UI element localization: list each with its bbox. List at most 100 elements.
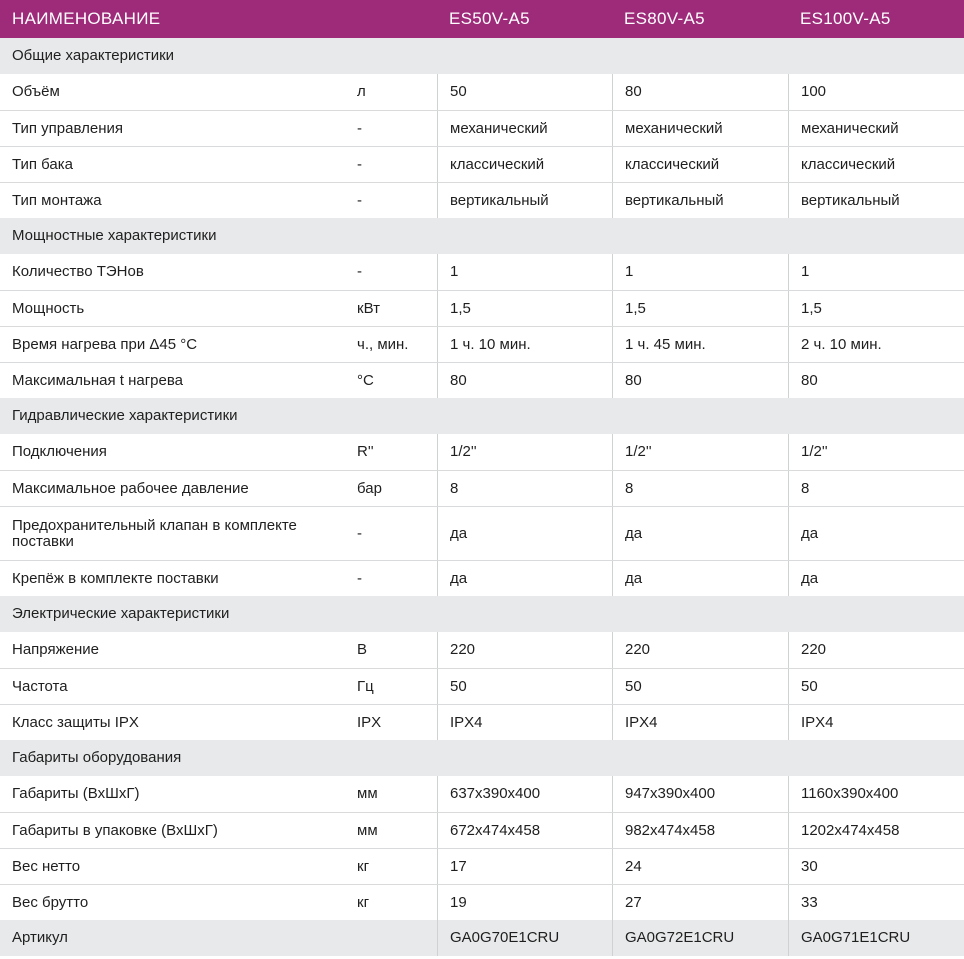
header-name: НАИМЕНОВАНИЕ bbox=[12, 9, 161, 29]
row-value-model-1: 1,5 bbox=[437, 291, 612, 326]
table-row: Напряжение В 220 220 220 bbox=[0, 632, 964, 668]
row-value-model-1: 19 bbox=[437, 885, 612, 920]
table-row: Подключения R'' 1/2'' 1/2'' 1/2'' bbox=[0, 434, 964, 470]
row-name: Объём bbox=[12, 83, 60, 101]
row-unit: - bbox=[357, 524, 362, 542]
row-unit: IPX bbox=[357, 713, 382, 731]
row-value-model-1: 637x390x400 bbox=[437, 776, 612, 812]
table-row: Габариты в упаковке (ВхШхГ) мм 672x474x458… bbox=[0, 812, 964, 848]
table-row: Объём л 50 80 100 bbox=[0, 74, 964, 110]
row-name: Тип бака bbox=[12, 155, 73, 173]
row-value-model-3: да bbox=[788, 561, 964, 596]
row-value-model-2: вертикальный bbox=[612, 183, 788, 218]
row-name: Частота bbox=[12, 677, 68, 695]
table-row: Тип управления - механический механический м… bbox=[0, 110, 964, 146]
row-unit: °С bbox=[357, 371, 374, 389]
row-unit: В bbox=[357, 641, 368, 659]
row-value-model-3: 220 bbox=[788, 632, 964, 668]
row-name: Габариты (ВхШхГ) bbox=[12, 785, 140, 803]
row-value-model-3: 80 bbox=[788, 363, 964, 398]
row-value-model-3: 8 bbox=[788, 471, 964, 506]
row-unit: - bbox=[357, 263, 362, 281]
table-row: Тип монтажа - вертикальный вертикальный верт… bbox=[0, 182, 964, 218]
row-value-model-2: классический bbox=[612, 147, 788, 182]
row-value-model-3: 50 bbox=[788, 669, 964, 704]
row-name: Тип управления bbox=[12, 119, 123, 137]
row-value-model-3: да bbox=[788, 507, 964, 560]
table-row: Вес нетто кг 17 24 30 bbox=[0, 848, 964, 884]
section-title: Мощностные характеристики bbox=[12, 227, 217, 245]
row-value-model-3: вертикальный bbox=[788, 183, 964, 218]
article-unit bbox=[345, 920, 437, 956]
row-unit: мм bbox=[357, 821, 378, 839]
header-model-2: ES80V-A5 bbox=[624, 9, 705, 29]
table-row: Предохранительный клапан в комплекте пос… bbox=[0, 506, 964, 560]
table-row: Крепёж в комплекте поставки - да да да bbox=[0, 560, 964, 596]
row-unit: кг bbox=[357, 857, 370, 875]
row-unit: - bbox=[357, 191, 362, 209]
row-value-model-1: 220 bbox=[437, 632, 612, 668]
row-value-model-2: да bbox=[612, 507, 788, 560]
row-value-model-2: 80 bbox=[612, 363, 788, 398]
row-value-model-1: IPX4 bbox=[437, 705, 612, 740]
section-row: Мощностные характеристики bbox=[0, 218, 964, 254]
row-value-model-3: IPX4 bbox=[788, 705, 964, 740]
row-unit: бар bbox=[357, 479, 382, 497]
row-name: Предохранительный клапан в комплекте пос… bbox=[12, 516, 297, 550]
row-unit: кг bbox=[357, 893, 370, 911]
row-value-model-3: 1 bbox=[788, 254, 964, 290]
row-value-model-1: 80 bbox=[437, 363, 612, 398]
section-row: Общие характеристики bbox=[0, 38, 964, 74]
row-value-model-3: 1,5 bbox=[788, 291, 964, 326]
row-value-model-2: 27 bbox=[612, 885, 788, 920]
row-unit: мм bbox=[357, 785, 378, 803]
section-row: Габариты оборудования bbox=[0, 740, 964, 776]
row-value-model-3: 1/2'' bbox=[788, 434, 964, 470]
row-value-model-3: 30 bbox=[788, 849, 964, 884]
row-name: Подключения bbox=[12, 443, 107, 461]
row-unit: кВт bbox=[357, 299, 380, 317]
row-value-model-1: механический bbox=[437, 111, 612, 146]
row-unit: - bbox=[357, 155, 362, 173]
table-row: Вес брутто кг 19 27 33 bbox=[0, 884, 964, 920]
row-unit: R'' bbox=[357, 443, 374, 461]
row-name: Вес брутто bbox=[12, 893, 89, 911]
row-value-model-2: 1,5 bbox=[612, 291, 788, 326]
table-row: Мощность кВт 1,5 1,5 1,5 bbox=[0, 290, 964, 326]
row-name: Крепёж в комплекте поставки bbox=[12, 569, 219, 587]
row-unit: ч., мин. bbox=[357, 335, 409, 353]
row-value-model-2: 1 bbox=[612, 254, 788, 290]
row-name: Напряжение bbox=[12, 641, 99, 659]
row-value-model-1: 17 bbox=[437, 849, 612, 884]
table-row: Максимальное рабочее давление бар 8 8 8 bbox=[0, 470, 964, 506]
table-row: Максимальная t нагрева °С 80 80 80 bbox=[0, 362, 964, 398]
row-name: Габариты в упаковке (ВхШхГ) bbox=[12, 821, 218, 839]
section-title: Электрические характеристики bbox=[12, 605, 230, 623]
row-unit: Гц bbox=[357, 677, 374, 695]
row-value-model-3: классический bbox=[788, 147, 964, 182]
row-value-model-2: 8 bbox=[612, 471, 788, 506]
row-name: Количество ТЭНов bbox=[12, 263, 144, 281]
header-model-3: ES100V-A5 bbox=[800, 9, 891, 29]
article-model-2: GA0G72E1CRU bbox=[612, 920, 788, 956]
table-row: Класс защиты IPX IPX IPX4 IPX4 IPX4 bbox=[0, 704, 964, 740]
row-name: Время нагрева при Δ45 °С bbox=[12, 335, 198, 353]
table-row: Количество ТЭНов -1 1 1 bbox=[0, 254, 964, 290]
article-model-1: GA0G70E1CRU bbox=[437, 920, 612, 956]
row-value-model-1: 1/2'' bbox=[437, 434, 612, 470]
row-name: Тип монтажа bbox=[12, 191, 102, 209]
section-title: Гидравлические характеристики bbox=[12, 407, 238, 425]
row-value-model-2: 24 bbox=[612, 849, 788, 884]
row-value-model-3: 100 bbox=[788, 74, 964, 110]
table-row: Тип бака - классический классический классич… bbox=[0, 146, 964, 182]
row-name: Максимальная t нагрева bbox=[12, 371, 184, 389]
row-value-model-1: 1 bbox=[437, 254, 612, 290]
row-value-model-3: 2 ч. 10 мин. bbox=[788, 327, 964, 362]
row-value-model-2: 982x474x458 bbox=[612, 813, 788, 848]
row-name: Вес нетто bbox=[12, 857, 81, 875]
article-row: Артикул GA0G70E1CRU GA0G72E1CRU GA0G71E1CRU bbox=[0, 920, 964, 956]
row-value-model-2: 80 bbox=[612, 74, 788, 110]
row-value-model-2: 1/2'' bbox=[612, 434, 788, 470]
row-value-model-1: классический bbox=[437, 147, 612, 182]
